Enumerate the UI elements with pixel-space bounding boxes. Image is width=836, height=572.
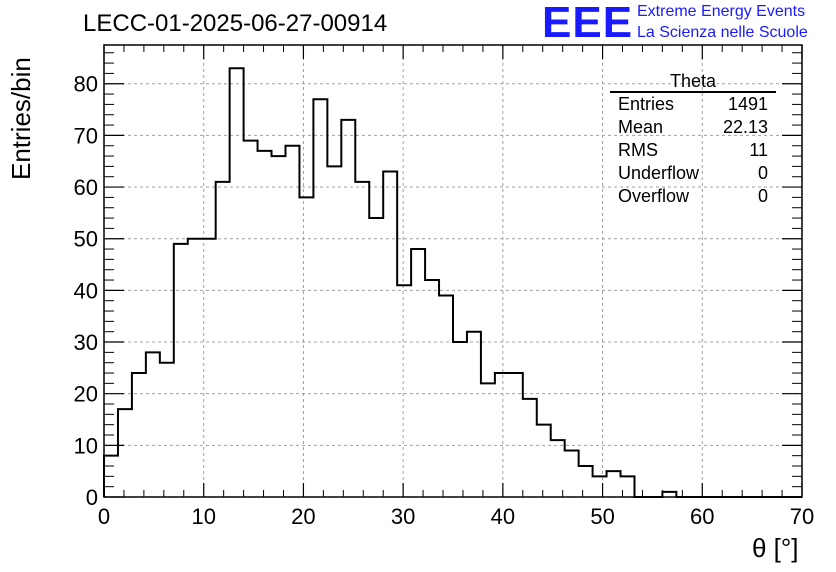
histogram-bin [411, 249, 425, 497]
histogram-bin [439, 296, 453, 497]
stats-row-mean: Mean 22.13 [610, 116, 776, 139]
histogram-bin [369, 218, 383, 497]
stats-row-rms: RMS 11 [610, 139, 776, 162]
axis-ticks [103, 45, 803, 498]
histogram-bin [104, 456, 118, 497]
histogram-bin [258, 151, 272, 497]
y-tick-label: 70 [74, 123, 98, 148]
x-tick-label: 60 [690, 504, 714, 529]
stats-value: 1491 [727, 94, 768, 114]
stats-title: Theta [610, 72, 776, 93]
histogram-bin [202, 239, 216, 497]
grid-lines [104, 45, 802, 497]
histogram-bin [495, 373, 509, 497]
histogram-bin [453, 342, 467, 497]
stats-box: Theta Entries 1491 Mean 22.13 RMS 11 Underflow… [610, 72, 776, 208]
histogram-bin [523, 399, 537, 497]
x-tick-label: 40 [491, 504, 515, 529]
histogram-bin [118, 409, 132, 497]
y-tick-label: 0 [86, 485, 98, 510]
stats-value: 0 [757, 186, 768, 206]
histogram-outline [103, 67, 802, 498]
histogram-bin [509, 373, 523, 497]
histogram-bin [146, 352, 160, 497]
x-tick-label: 20 [291, 504, 315, 529]
tick-labels: 0 10 20 30 40 50 60 70 0 10 20 30 40 50 60 70 80 [74, 72, 815, 529]
stats-row-underflow: Underflow 0 [610, 162, 776, 185]
stats-label: Mean [618, 117, 664, 137]
histogram-bin [425, 280, 439, 497]
histogram-bin [579, 466, 593, 497]
histogram-bin [383, 172, 397, 497]
y-tick-label: 40 [74, 278, 98, 303]
histogram-bin [607, 471, 621, 497]
y-tick-label: 80 [74, 72, 98, 97]
histogram-bin [244, 141, 258, 497]
histogram-bin [341, 120, 355, 497]
histogram-bin [174, 244, 188, 497]
histogram-title: LECC-01-2025-06-27-00914 [83, 10, 388, 37]
histogram-bin [481, 383, 495, 497]
histogram-bin [285, 146, 299, 497]
histogram-bin [355, 182, 369, 497]
histogram-bin [621, 476, 635, 497]
histogram-bin [537, 425, 551, 497]
histogram-bin [551, 440, 565, 497]
histogram-bins [104, 68, 676, 497]
stats-row-entries: Entries 1491 [610, 93, 776, 116]
logo-line-1: Extreme Energy Events [637, 3, 806, 20]
stats-label: Overflow [618, 186, 690, 206]
y-tick-label: 20 [74, 382, 98, 407]
x-tick-label: 0 [98, 504, 110, 529]
x-tick-label: 70 [790, 504, 814, 529]
histogram-bin [327, 166, 341, 497]
y-tick-label: 50 [74, 227, 98, 252]
logo-line-2: La Scienza nelle Scuole [637, 24, 808, 41]
x-tick-label: 50 [590, 504, 614, 529]
y-tick-label: 60 [74, 175, 98, 200]
histogram-bin [593, 476, 607, 497]
y-tick-label: 10 [74, 433, 98, 458]
stats-label: RMS [618, 140, 658, 160]
histogram-bin [467, 332, 481, 497]
histogram-bin [397, 285, 411, 497]
plot-frame [103, 44, 803, 498]
x-tick-label: 10 [191, 504, 215, 529]
histogram-bin [132, 373, 146, 497]
stats-value: 11 [749, 140, 768, 160]
histogram-bin [188, 239, 202, 497]
histogram-bin [299, 197, 313, 497]
eee-logo: EEE [542, 0, 634, 47]
stats-value: 22.13 [722, 117, 768, 137]
histogram-bin [565, 451, 579, 497]
x-tick-label: 30 [391, 504, 415, 529]
stats-label: Underflow [618, 163, 700, 183]
histogram-bin [216, 182, 230, 497]
histogram-bin [313, 99, 327, 497]
histogram-bin [272, 156, 286, 497]
histogram-bin [230, 68, 244, 497]
stats-value: 0 [757, 163, 768, 183]
stats-label: Entries [618, 94, 675, 114]
stats-row-overflow: Overflow 0 [610, 185, 776, 208]
x-axis-label: θ [°] [752, 533, 799, 563]
histogram-bin [160, 363, 174, 497]
y-tick-label: 30 [74, 330, 98, 355]
stats-rows: Entries 1491 Mean 22.13 RMS 11 Underflow 0 Overf… [610, 93, 776, 208]
